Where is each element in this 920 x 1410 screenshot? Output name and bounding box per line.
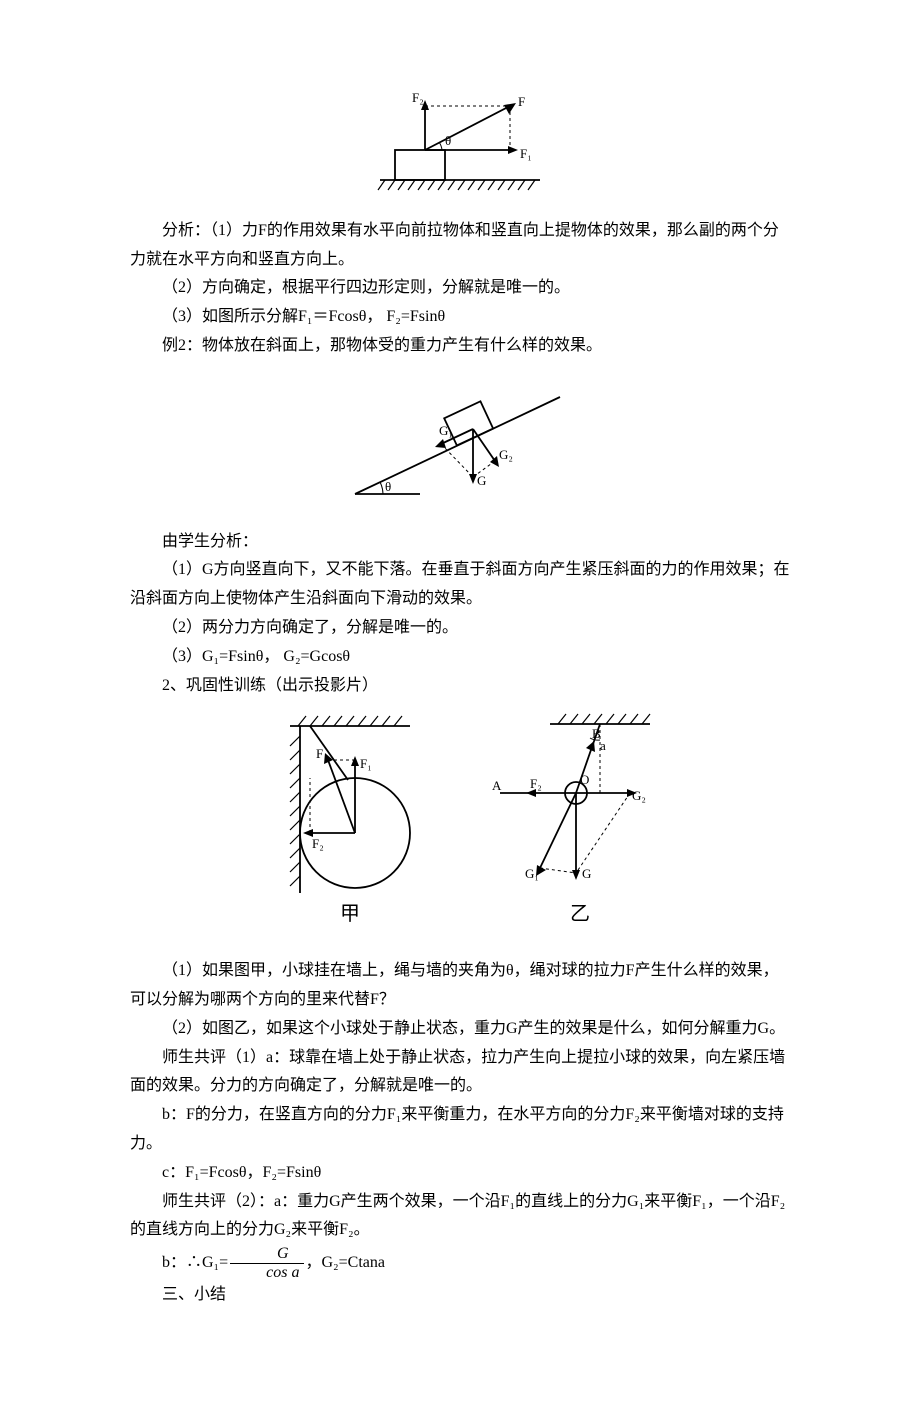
figure-3: F F₁ F₂ 甲 <box>130 708 790 949</box>
svg-text:B: B <box>592 726 601 741</box>
question-2: （2）如图乙，如果这个小球处于静止状态，重力G产生的效果是什么，如何分解重力G。 <box>130 1015 790 1044</box>
review-2b: b：∴G₁=Gcos a，G₂=Ctana <box>130 1245 790 1281</box>
review-2a: 师生共评（2）：a：重力G产生两个效果，一个沿F₁的直线上的分力G₁来平衡F₁，… <box>130 1188 790 1246</box>
student-1: （1）G方向竖直向下，又不能下落。在垂直于斜面方向产生紧压斜面的力的作用效果；在… <box>130 556 790 614</box>
analysis-2: （2）方向确定，根据平行四边形定则，分解就是唯一的。 <box>130 274 790 303</box>
student-2: （2）两分力方向确定了，分解是唯一的。 <box>130 614 790 643</box>
svg-text:F₁: F₁ <box>360 756 372 771</box>
svg-text:O: O <box>580 772 589 787</box>
svg-text:G: G <box>582 866 591 881</box>
review-1c: c：F₁=Fcosθ，F₂=Fsinθ <box>130 1159 790 1188</box>
svg-text:G: G <box>477 473 486 488</box>
figure-1: θ F₂ F F₁ <box>130 88 790 209</box>
caption-jia: 甲 <box>340 903 360 925</box>
training-heading: 2、巩固性训练（出示投影片） <box>130 672 790 701</box>
svg-text:F₁: F₁ <box>520 146 532 161</box>
svg-text:a: a <box>600 738 606 753</box>
analysis-3: （3）如图所示分解F₁＝Fcosθ， F₂=Fsinθ <box>130 303 790 332</box>
review-2b-suffix: ，G₂=Ctana <box>306 1254 385 1271</box>
review-2b-prefix: b：∴G₁= <box>162 1254 228 1271</box>
review-1b: b：F的分力，在竖直方向的分力F₁来平衡重力，在水平方向的分力F₂来平衡墙对球的… <box>130 1101 790 1159</box>
svg-text:A: A <box>492 778 502 793</box>
example-2: 例2：物体放在斜面上，那物体受的重力产生有什么样的效果。 <box>130 332 790 361</box>
fraction-numerator: G <box>230 1245 303 1264</box>
svg-text:F₂: F₂ <box>530 776 542 791</box>
caption-yi: 乙 <box>570 903 590 925</box>
fraction-denominator: cos a <box>230 1264 303 1282</box>
svg-text:F: F <box>316 746 323 761</box>
student-3: （3）G₁=Fsinθ， G₂=Gcosθ <box>130 643 790 672</box>
figure-2: θ G₁ G₂ G <box>130 369 790 520</box>
question-1: （1）如果图甲，小球挂在墙上，绳与墙的夹角为θ，绳对球的拉力F产生什么样的效果，… <box>130 957 790 1015</box>
svg-text:F₂: F₂ <box>312 836 324 851</box>
svg-text:θ: θ <box>445 133 451 148</box>
svg-text:G₂: G₂ <box>499 447 513 462</box>
svg-text:F: F <box>518 94 525 109</box>
student-analysis-heading: 由学生分析： <box>130 528 790 557</box>
svg-text:G₁: G₁ <box>525 866 539 881</box>
summary-heading: 三、小结 <box>130 1281 790 1310</box>
svg-text:G₂: G₂ <box>632 788 646 803</box>
svg-text:F₂: F₂ <box>412 90 424 105</box>
fraction: Gcos a <box>230 1245 303 1281</box>
review-1a: 师生共评（1）a：球靠在墙上处于静止状态，拉力产生向上提拉小球的效果，向左紧压墙… <box>130 1044 790 1102</box>
svg-text:G₁: G₁ <box>439 423 453 438</box>
svg-text:θ: θ <box>385 479 391 494</box>
analysis-1: 分析：（1）力F的作用效果有水平向前拉物体和竖直向上提物体的效果，那么副的两个分… <box>130 217 790 275</box>
